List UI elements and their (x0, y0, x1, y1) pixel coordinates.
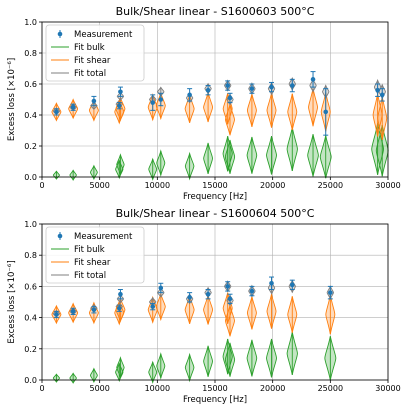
measurement-point-16 (375, 87, 380, 93)
measurement-point-2 (91, 307, 97, 313)
x-tick-label-6: 30000 (375, 181, 400, 190)
x-tick-label-2: 10000 (145, 181, 170, 190)
y-tick-label-2: 0.4 (24, 111, 37, 120)
x-tick-label-4: 20000 (260, 384, 285, 393)
measurement-point-9 (225, 284, 230, 289)
measurement-point-2 (91, 98, 97, 104)
y-tick-label-4: 0.8 (24, 49, 37, 58)
x-tick-label-6: 30000 (375, 384, 400, 393)
measurement-point-12 (269, 280, 274, 286)
measurement-point-8 (205, 87, 211, 93)
measurement-point-6 (158, 97, 164, 102)
y-tick-label-5: 1.0 (24, 220, 37, 229)
measurement-point-13 (289, 83, 295, 88)
measurement-point-5 (150, 100, 156, 105)
measurement-point-10 (227, 296, 233, 302)
x-tick-label-1: 5000 (89, 181, 109, 190)
measurement-point-11 (249, 86, 255, 91)
measurement-point-14 (310, 77, 316, 82)
measurement-point-9 (225, 83, 230, 88)
x-tick-label-3: 15000 (202, 384, 227, 393)
x-tick-label-0: 0 (39, 181, 44, 190)
measurement-point-17 (379, 92, 385, 98)
measurement-point-12 (269, 84, 274, 90)
legend: Measurement Fit bulk Fit shear Fit total (45, 24, 145, 82)
legend-swatch-measurement (57, 31, 63, 37)
y-axis-label: Excess loss [×10⁻⁶] (7, 58, 17, 141)
y-tick-label-2: 0.4 (24, 314, 37, 323)
measurement-point-4 (118, 291, 123, 297)
y-tick-label-5: 1.0 (24, 18, 37, 27)
legend-label-bulk: Fit bulk (74, 245, 105, 255)
chart-panel-bottom: Bulk/Shear linear - S1600604 500°C 0 5000 1… (7, 207, 401, 405)
measurement-point-7 (187, 295, 192, 300)
y-tick-label-4: 0.8 (24, 251, 37, 260)
legend: Measurement Fit bulk Fit shear Fit total (45, 226, 145, 284)
measurement-point-11 (249, 288, 255, 294)
y-tick-label-0: 0.0 (24, 376, 37, 385)
measurement-point-7 (187, 92, 192, 98)
measurement-point-10 (227, 95, 233, 101)
legend-box (45, 226, 145, 284)
legend-label-measurement: Measurement (74, 30, 133, 40)
y-axis-label: Excess loss [×10⁻⁶] (7, 260, 17, 343)
measurement-point-0 (54, 109, 59, 115)
x-axis-label: Frequency [Hz] (183, 192, 247, 202)
y-tick-label-3: 0.6 (24, 80, 37, 89)
x-tick-label-5: 25000 (318, 181, 343, 190)
y-tick-label-1: 0.2 (24, 345, 37, 354)
x-axis-label: Frequency [Hz] (183, 395, 247, 405)
x-tick-label-3: 15000 (202, 181, 227, 190)
chart-title: Bulk/Shear linear - S1600603 500°C (116, 5, 315, 18)
legend-label-shear: Fit shear (74, 56, 111, 66)
data-marks (51, 71, 389, 181)
legend-label-total: Fit total (74, 271, 106, 281)
x-tick-label-5: 25000 (318, 384, 343, 393)
x-tick-label-0: 0 (39, 384, 44, 393)
measurement-point-14 (328, 290, 333, 295)
measurement-point-6 (158, 285, 164, 291)
legend-label-shear: Fit shear (74, 258, 111, 268)
chart-panel-top: Bulk/Shear linear - S1600603 500°C 0 5000 1… (7, 5, 401, 202)
measurement-point-1 (70, 309, 76, 314)
legend-swatch-measurement (57, 233, 63, 239)
y-tick-label-3: 0.6 (24, 282, 37, 291)
chart-title: Bulk/Shear linear - S1600604 500°C (116, 207, 315, 220)
y-tick-label-1: 0.2 (24, 142, 37, 151)
measurement-point-4 (118, 89, 123, 95)
legend-label-measurement: Measurement (74, 232, 133, 242)
measurement-point-8 (205, 291, 211, 297)
x-tick-label-4: 20000 (260, 181, 285, 190)
measurement-point-1 (70, 104, 76, 110)
measurement-point-5 (150, 304, 156, 309)
data-marks (51, 276, 337, 384)
legend-label-total: Fit total (74, 69, 106, 79)
measurement-point-0 (54, 312, 59, 317)
x-tick-label-2: 10000 (145, 384, 170, 393)
measurement-point-15 (323, 109, 329, 115)
legend-label-bulk: Fit bulk (74, 43, 105, 53)
y-tick-label-0: 0.0 (24, 173, 37, 182)
legend-box (45, 24, 145, 82)
measurement-point-3 (116, 305, 122, 311)
measurement-point-3 (116, 103, 122, 108)
measurement-point-13 (289, 282, 295, 288)
x-tick-label-1: 5000 (89, 384, 109, 393)
